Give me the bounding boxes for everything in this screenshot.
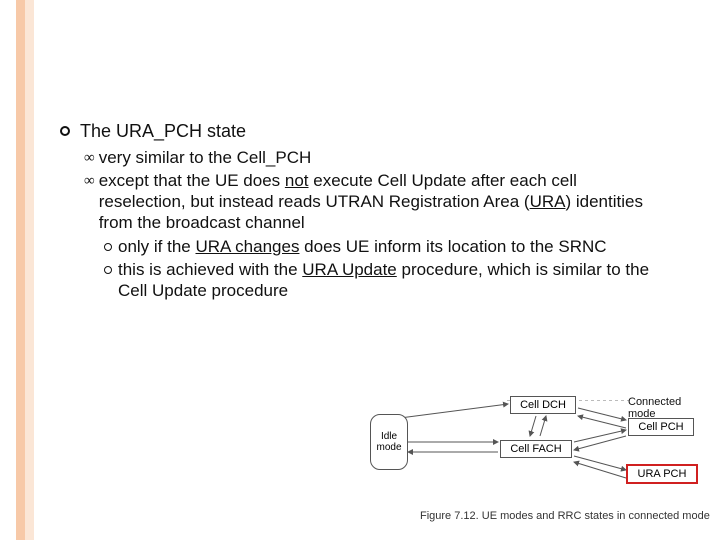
subsub-list: only if the URA changes does UE inform i… [104, 236, 660, 302]
sub2-text: except that the UE does not execute Cell… [99, 170, 660, 234]
subsub2-text: this is achieved with the URA Update pro… [118, 259, 660, 302]
accent-sidebar [16, 0, 34, 540]
ura-pch-box: URA PCH [626, 464, 698, 484]
bullet-level1: The URA_PCH state [60, 120, 660, 143]
connected-mode-label: Connected mode [628, 396, 710, 420]
state-diagram: Idle mode Cell DCH Cell FACH Cell PCH UR… [330, 400, 710, 530]
figure-caption: Figure 7.12. UE modes and RRC states in … [420, 510, 710, 522]
circle-bullet-icon [104, 266, 112, 274]
accent-stripe-light [25, 0, 34, 540]
circle-bullet-icon [104, 243, 112, 251]
idle-mode-box: Idle mode [370, 414, 408, 470]
cell-dch-box: Cell DCH [510, 396, 576, 414]
subsub1-text: only if the URA changes does UE inform i… [118, 236, 607, 257]
sub-item-1: ∞ very similar to the Cell_PCH [84, 147, 660, 168]
script-bullet-icon: ∞ [84, 172, 95, 191]
cell-fach-box: Cell FACH [500, 440, 572, 458]
subsub-item-2: this is achieved with the URA Update pro… [104, 259, 660, 302]
accent-stripe-dark [16, 0, 25, 540]
circle-bullet-icon [60, 126, 70, 136]
sub1-text: very similar to the Cell_PCH [99, 147, 312, 168]
script-bullet-icon: ∞ [84, 149, 95, 168]
subsub-item-1: only if the URA changes does UE inform i… [104, 236, 660, 257]
heading-text: The URA_PCH state [80, 120, 246, 143]
sub-item-2: ∞ except that the UE does not execute Ce… [84, 170, 660, 234]
slide-body: The URA_PCH state ∞ very similar to the … [60, 120, 660, 303]
cell-pch-box: Cell PCH [628, 418, 694, 436]
sub-list: ∞ very similar to the Cell_PCH ∞ except … [84, 147, 660, 302]
